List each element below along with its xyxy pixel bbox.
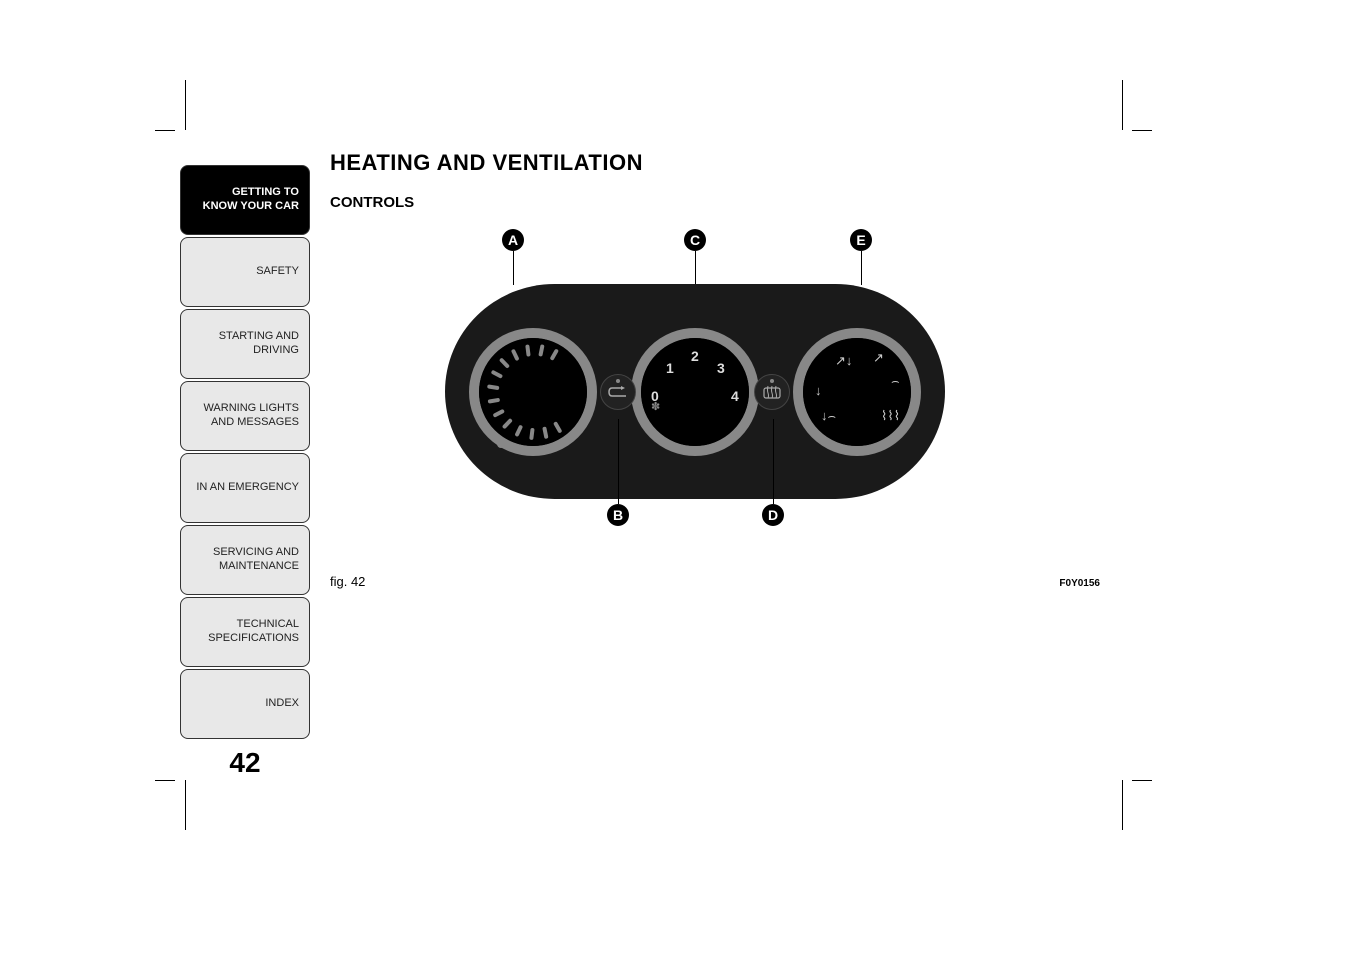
callout-a: A — [502, 229, 524, 251]
callout-e: E — [850, 229, 872, 251]
sidebar-tab-label: STARTING AND — [219, 330, 299, 344]
sidebar-tab-label: INDEX — [265, 697, 299, 711]
sidebar-tab-label: WARNING LIGHTS — [203, 402, 299, 416]
sidebar-tab-5[interactable]: SERVICING ANDMAINTENANCE — [180, 525, 310, 595]
sidebar-tab-7[interactable]: INDEX — [180, 669, 310, 739]
crop-mark — [1132, 780, 1152, 781]
temp-tick — [488, 398, 500, 404]
rear-defrost-button — [754, 374, 790, 410]
sidebar-tab-4[interactable]: IN AN EMERGENCY — [180, 453, 310, 523]
airflow-feet-defrost-icon: ↓⌢ — [821, 408, 836, 424]
sidebar-tab-label: AND MESSAGES — [211, 416, 299, 430]
main-content: HEATING AND VENTILATION CONTROLS A C E 0… — [330, 150, 1100, 589]
page-number: 42 — [180, 747, 310, 779]
temp-tick — [491, 370, 503, 379]
airflow-feet-icon: ↓ — [815, 383, 822, 398]
crop-mark — [155, 130, 175, 131]
callout-b: B — [607, 504, 629, 526]
temp-tick — [550, 348, 559, 360]
air-distribution-dial: ↗ ⌢ ↗↓ ↓ ↓⌢ ⌇⌇⌇ — [793, 328, 921, 456]
hvac-control-panel: 0 1 2 3 4 ✽ ↗ ⌢ ↗↓ ↓ ↓⌢ ⌇⌇⌇ — [445, 284, 945, 499]
sidebar-tab-label: TECHNICAL — [237, 618, 299, 632]
callout-line — [618, 419, 619, 504]
crop-mark — [1132, 130, 1152, 131]
crop-mark — [1122, 780, 1123, 830]
recirculation-icon — [608, 386, 628, 398]
fan-speed-dial: 0 1 2 3 4 ✽ — [631, 328, 759, 456]
fan-speed-1: 1 — [666, 360, 674, 376]
section-title: CONTROLS — [330, 194, 1100, 211]
sidebar-tab-label: SAFETY — [256, 265, 299, 279]
airflow-face-icon: ↗ — [873, 350, 884, 366]
page-title: HEATING AND VENTILATION — [330, 150, 1100, 176]
sidebar-tab-1[interactable]: SAFETY — [180, 237, 310, 307]
sidebar-tab-label: SERVICING AND — [213, 546, 299, 560]
callout-line — [695, 251, 696, 285]
sidebar-tab-label: IN AN EMERGENCY — [196, 481, 299, 495]
callout-d: D — [762, 504, 784, 526]
sidebar-tab-label: KNOW YOUR CAR — [203, 200, 299, 214]
rear-defrost-icon — [763, 385, 781, 399]
sidebar-tab-label: MAINTENANCE — [219, 560, 299, 574]
callout-line — [513, 251, 514, 285]
sidebar-tab-label: GETTING TO — [232, 186, 299, 200]
recirculation-button — [600, 374, 636, 410]
temp-tick — [502, 418, 513, 429]
crop-mark — [155, 780, 175, 781]
callout-c: C — [684, 229, 706, 251]
temp-tick — [511, 349, 520, 362]
temp-tick — [487, 384, 499, 390]
crop-mark — [1122, 80, 1123, 130]
temperature-dial — [469, 328, 597, 456]
sidebar-tab-6[interactable]: TECHNICALSPECIFICATIONS — [180, 597, 310, 667]
temp-tick — [529, 428, 534, 440]
figure-code: F0Y0156 — [1059, 578, 1100, 589]
fan-icon: ✽ — [651, 400, 660, 413]
crop-mark — [185, 780, 186, 830]
temp-tick — [499, 357, 510, 368]
temp-tick — [538, 344, 544, 357]
sidebar-tab-label: SPECIFICATIONS — [208, 632, 299, 646]
airflow-face-defrost-icon: ⌢ — [891, 373, 900, 389]
fan-speed-3: 3 — [717, 360, 725, 376]
temp-tick — [525, 344, 530, 356]
sidebar-tab-0[interactable]: GETTING TOKNOW YOUR CAR — [180, 165, 310, 235]
sidebar-tab-label: DRIVING — [253, 344, 299, 358]
figure-42: A C E 0 1 2 3 4 ✽ — [330, 229, 1100, 589]
temp-tick — [542, 426, 548, 439]
sidebar-tab-3[interactable]: WARNING LIGHTSAND MESSAGES — [180, 381, 310, 451]
fan-speed-2: 2 — [691, 348, 699, 364]
crop-mark — [185, 80, 186, 130]
sidebar-nav: GETTING TOKNOW YOUR CAR SAFETY STARTING AN… — [180, 165, 310, 779]
callout-line — [773, 419, 774, 504]
temp-tick — [553, 421, 562, 433]
figure-caption: fig. 42 — [330, 574, 365, 589]
airflow-face-feet-icon: ↗↓ — [835, 353, 852, 369]
temp-tick — [492, 409, 504, 418]
airflow-defrost-icon: ⌇⌇⌇ — [881, 408, 900, 424]
callout-line — [861, 251, 862, 285]
sidebar-tab-2[interactable]: STARTING ANDDRIVING — [180, 309, 310, 379]
fan-speed-4: 4 — [731, 388, 739, 404]
temp-tick — [514, 425, 523, 438]
